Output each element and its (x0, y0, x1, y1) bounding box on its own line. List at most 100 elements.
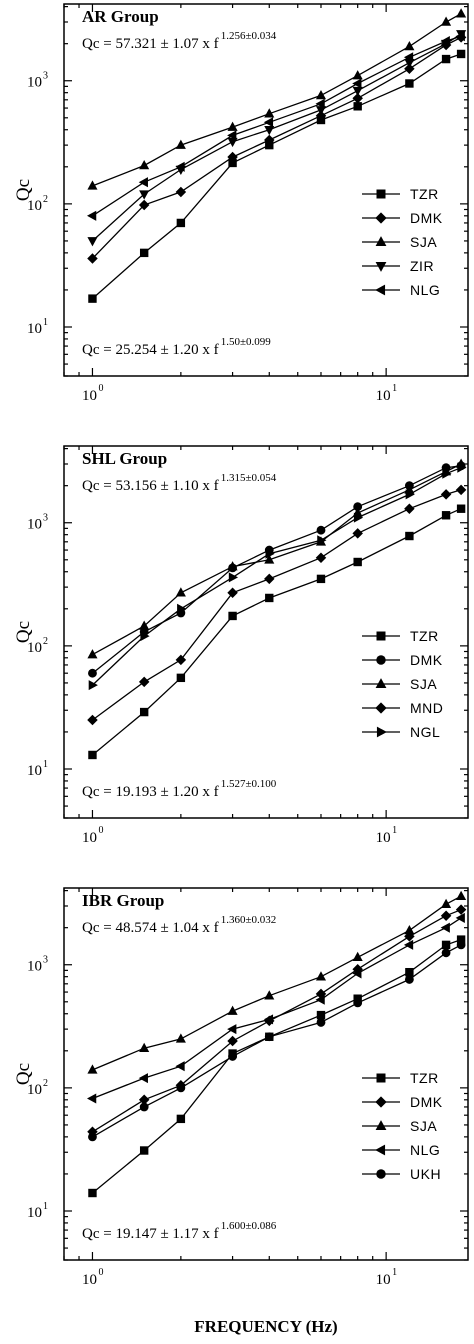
data-point-sja (456, 890, 467, 901)
x-tick-label: 10 (82, 1272, 97, 1288)
series-tzr (88, 935, 466, 1198)
legend-label: SJA (410, 1118, 437, 1134)
y-tick-label: 10 (27, 1082, 42, 1098)
data-point-tzr (139, 248, 149, 258)
data-point-dmk (264, 134, 275, 146)
x-tick-label: 10 (376, 1272, 391, 1288)
data-point-sja (175, 1033, 186, 1043)
y-tick-exponent: 1 (43, 317, 48, 328)
equation-top-text: Qc = 53.156 ± 1.10 x f (82, 478, 219, 494)
equation-top-exponent: 1.360±0.032 (221, 914, 277, 926)
data-point-sja (315, 89, 327, 100)
y-tick-label: 10 (27, 321, 42, 337)
legend-label: UKH (410, 1166, 441, 1182)
chart-title: AR Group (82, 7, 159, 26)
y-tick-exponent: 2 (43, 194, 48, 205)
series-line-mnd (92, 489, 462, 721)
legend-label: SJA (410, 676, 437, 692)
series-line-dmk (92, 36, 462, 259)
data-point-nlg (315, 994, 325, 1005)
data-point-tzr (405, 967, 414, 977)
data-point-tzr (405, 531, 414, 541)
equation-bottom-exponent: 1.50±0.099 (221, 336, 272, 348)
data-point-tzr (228, 611, 237, 621)
data-point-nlg (403, 52, 414, 63)
data-point-sja (87, 180, 98, 190)
y-tick-label: 10 (27, 75, 42, 91)
data-point-mnd (315, 552, 327, 563)
plot-frame (63, 445, 469, 819)
series-nlg (87, 912, 465, 1104)
x-tick-exponent: 1 (392, 1267, 397, 1278)
legend-marker-sja (375, 1120, 387, 1131)
plot-frame (63, 3, 469, 377)
legend-marker-mnd (375, 702, 387, 714)
legend-marker-ngl (376, 726, 387, 738)
x-tick-label: 10 (376, 388, 391, 404)
series-tzr (88, 49, 466, 303)
data-point-dmk (138, 199, 150, 211)
x-tick-exponent: 0 (98, 383, 103, 394)
legend-marker-tzr (376, 1073, 386, 1083)
series-line-tzr (92, 53, 462, 300)
legend-marker-nlg (375, 284, 386, 296)
equation-bottom-text: Qc = 19.147 ± 1.17 x f (82, 1226, 219, 1242)
data-point-tzr (88, 750, 97, 760)
data-point-dmk (440, 910, 452, 921)
data-point-sja (227, 1005, 238, 1015)
data-point-ngl (405, 489, 415, 500)
data-point-mnd (175, 654, 187, 666)
data-point-dmk (353, 502, 363, 512)
series-sja (87, 890, 467, 1074)
x-tick-exponent: 0 (98, 825, 103, 836)
data-point-mnd (264, 573, 275, 585)
data-point-nlg (227, 130, 237, 141)
legend-label: DMK (410, 652, 443, 668)
y-tick-label: 10 (27, 959, 42, 975)
data-point-nlg (175, 161, 185, 172)
legend-marker-dmk (376, 655, 386, 665)
data-point-nlg (352, 78, 362, 89)
data-point-sja (175, 587, 186, 597)
data-point-sja (264, 108, 275, 118)
equation-top-exponent: 1.256±0.034 (221, 30, 277, 42)
x-tick-label: 10 (376, 830, 391, 846)
data-point-sja (175, 139, 186, 149)
data-point-ukh (353, 998, 363, 1008)
data-point-tzr (353, 102, 362, 111)
data-point-dmk (87, 253, 98, 264)
y-tick-label: 10 (27, 763, 42, 779)
y-tick-exponent: 2 (43, 636, 48, 647)
data-point-nlg (227, 1024, 237, 1035)
legend-label: TZR (410, 628, 439, 644)
x-tick-exponent: 0 (98, 1267, 103, 1278)
data-point-sja (87, 1064, 98, 1074)
data-point-tzr (456, 504, 466, 513)
data-point-nlg (263, 1014, 274, 1025)
data-point-mnd (440, 489, 452, 500)
data-point-nlg (87, 1093, 97, 1104)
data-point-ngl (265, 548, 275, 559)
data-point-sja (139, 160, 150, 170)
data-point-ngl (457, 462, 467, 473)
data-point-ukh (228, 1052, 237, 1061)
data-point-dmk (175, 186, 187, 198)
data-point-ukh (404, 975, 414, 984)
data-point-tzr (441, 511, 451, 520)
legend: TZR DMK SJA MND NGL (362, 628, 443, 740)
data-point-mnd (352, 528, 363, 539)
data-point-nlg (175, 1061, 185, 1072)
equation-top-text: Qc = 48.574 ± 1.04 x f (82, 920, 219, 936)
series-line-tzr (92, 508, 462, 756)
y-tick-exponent: 1 (43, 759, 48, 770)
data-point-tzr (139, 1146, 149, 1155)
data-point-ngl (88, 680, 98, 691)
legend-marker-tzr (376, 189, 386, 199)
y-tick-exponent: 3 (43, 71, 48, 82)
legend-label: TZR (410, 1070, 439, 1086)
data-point-zir (264, 125, 275, 136)
data-point-nlg (315, 98, 325, 109)
y-tick-label: 10 (27, 1205, 42, 1221)
data-point-ukh (139, 1102, 149, 1112)
